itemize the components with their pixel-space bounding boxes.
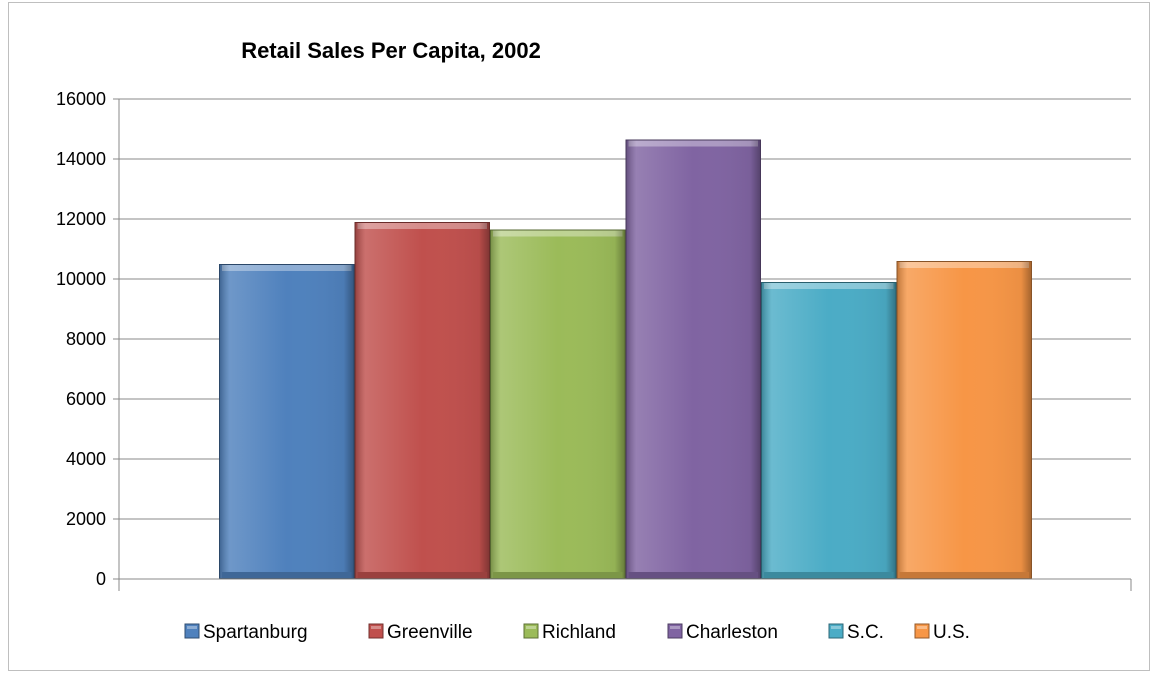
- axes: [118, 99, 1132, 591]
- bar-charleston: [625, 139, 761, 579]
- y-tick-label: 14000: [56, 149, 106, 169]
- legend-item: Spartanburg: [184, 622, 308, 643]
- chart-frame: Retail Sales Per Capita, 2002 0 2000 4000 6…: [8, 2, 1150, 671]
- legend-item: S.C.: [828, 622, 884, 643]
- bar-bevel-shading: [896, 261, 1032, 579]
- bar-chart: Retail Sales Per Capita, 2002 0 2000 4000 6…: [56, 38, 1132, 643]
- y-tick-label: 12000: [56, 209, 106, 229]
- chart-title: Retail Sales Per Capita, 2002: [241, 38, 541, 63]
- bar-bevel-bottom: [493, 572, 623, 579]
- y-axis-ticks: 0 2000 4000 6000 8000 10000 12000 14000 16000: [56, 89, 119, 589]
- y-tick-label: 0: [96, 569, 106, 589]
- legend-label: Greenville: [387, 622, 473, 643]
- legend-swatch-bevel: [670, 626, 680, 629]
- legend-label: Charleston: [686, 622, 778, 643]
- bar-bevel-shading: [625, 139, 761, 579]
- legend-swatch-bevel: [917, 626, 927, 629]
- legend-swatch-bevel: [831, 626, 841, 629]
- legend-swatch-bevel: [187, 626, 197, 629]
- bar-u-s: [896, 261, 1032, 579]
- legend: Spartanburg Greenville Richland Charleston S…: [184, 622, 970, 643]
- bar-spartanburg: [219, 264, 355, 579]
- bar-richland: [490, 229, 626, 579]
- bar-bevel-bottom: [628, 572, 758, 579]
- legend-item: Richland: [523, 622, 616, 643]
- bar-bevel-shading: [490, 229, 626, 579]
- bar-bevel-shading: [761, 282, 897, 579]
- legend-swatch-bevel: [526, 626, 536, 629]
- bar-greenville: [354, 222, 490, 579]
- bar-s-c: [761, 282, 897, 579]
- bar-bevel-bottom: [222, 572, 352, 579]
- legend-item: U.S.: [914, 622, 970, 643]
- y-tick-label: 2000: [66, 509, 106, 529]
- legend-label: U.S.: [933, 622, 970, 643]
- y-tick-label: 16000: [56, 89, 106, 109]
- legend-item: Greenville: [368, 622, 473, 643]
- y-tick-label: 8000: [66, 329, 106, 349]
- legend-swatch-bevel: [371, 626, 381, 629]
- bar-bevel-shading: [219, 264, 355, 579]
- legend-label: Richland: [542, 622, 616, 643]
- y-tick-label: 6000: [66, 389, 106, 409]
- bar-bevel-bottom: [764, 572, 894, 579]
- y-tick-label: 10000: [56, 269, 106, 289]
- legend-label: S.C.: [847, 622, 884, 643]
- legend-label: Spartanburg: [203, 622, 308, 643]
- bar-bevel-bottom: [899, 572, 1029, 579]
- legend-item: Charleston: [667, 622, 778, 643]
- bar-bevel-bottom: [357, 572, 487, 579]
- bars: [219, 139, 1032, 579]
- bar-bevel-shading: [354, 222, 490, 579]
- y-tick-label: 4000: [66, 449, 106, 469]
